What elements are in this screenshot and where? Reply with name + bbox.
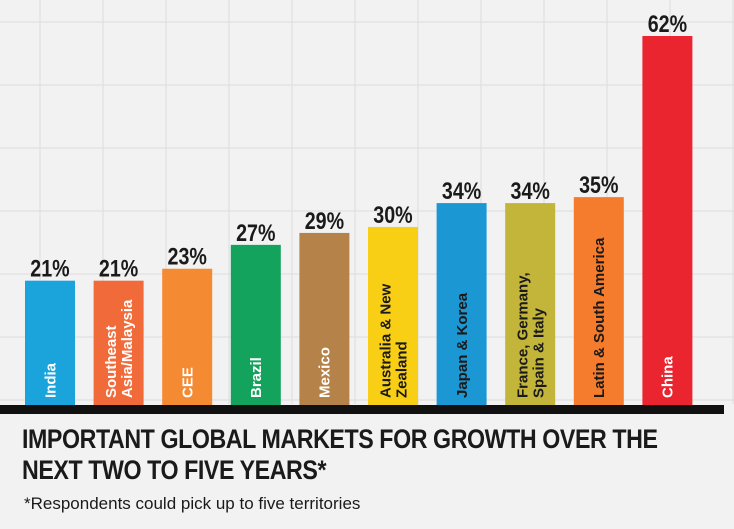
value-label: 34%	[442, 177, 481, 204]
value-label: 30%	[373, 201, 412, 228]
category-label: SoutheastAsia/Malaysia	[103, 299, 136, 398]
category-label: Mexico	[317, 347, 334, 398]
category-label: China	[660, 356, 677, 398]
chart-title-line-2: NEXT TWO TO FIVE YEARS*	[22, 455, 327, 485]
chart-footnote: *Respondents could pick up to five terri…	[24, 494, 361, 513]
value-label: 23%	[168, 243, 207, 270]
chart-title: IMPORTANT GLOBAL MARKETS FOR GROWTH OVER…	[22, 424, 658, 486]
bar	[573, 197, 624, 406]
bars	[25, 36, 693, 406]
bar	[230, 244, 281, 406]
bar	[162, 268, 213, 406]
category-label-line: France, Germany,	[514, 272, 531, 398]
category-label-line: Zealand	[393, 341, 410, 398]
category-label-line: Mexico	[317, 347, 334, 398]
category-label: Brazil	[248, 357, 265, 398]
chart-title-line-1: IMPORTANT GLOBAL MARKETS FOR GROWTH OVER…	[22, 424, 658, 454]
category-label: Latin & South America	[591, 237, 608, 398]
bar	[299, 232, 350, 406]
value-label: 29%	[305, 207, 344, 234]
category-label-line: Australia & New	[377, 283, 394, 398]
value-labels: 21% 21% 23% 27% 29% 30% 34% 34% 35% 62%	[30, 10, 687, 282]
bar	[368, 226, 418, 406]
value-label: 27%	[236, 219, 275, 246]
category-label: India	[42, 362, 59, 398]
category-label-line: Asia/Malaysia	[119, 299, 136, 398]
category-label: France, Germany,Spain & Italy	[514, 272, 547, 398]
value-label: 35%	[579, 171, 618, 198]
category-label-line: Japan & Korea	[454, 292, 471, 398]
category-label-line: India	[42, 362, 59, 398]
category-label: Australia & NewZealand	[377, 283, 410, 398]
value-label: 21%	[30, 255, 69, 282]
bar	[505, 203, 556, 406]
bar	[436, 203, 487, 406]
value-label: 34%	[511, 177, 550, 204]
value-label: 62%	[648, 10, 687, 37]
category-label: CEE	[179, 367, 196, 398]
category-label-line: China	[660, 356, 677, 398]
category-label-line: CEE	[179, 367, 196, 398]
bar	[25, 280, 75, 406]
category-label-line: Brazil	[248, 357, 265, 398]
category-labels: India SoutheastAsia/Malaysia CEE Brazil Mexi…	[42, 237, 676, 398]
category-label-line: Latin & South America	[591, 237, 608, 398]
category-label-line: Southeast	[103, 325, 120, 398]
bar	[93, 280, 144, 406]
category-label: Japan & Korea	[454, 292, 471, 398]
category-label-line: Spain & Italy	[530, 307, 547, 398]
value-label: 21%	[99, 255, 138, 282]
bar	[642, 36, 693, 406]
baseline-axis	[0, 405, 724, 414]
